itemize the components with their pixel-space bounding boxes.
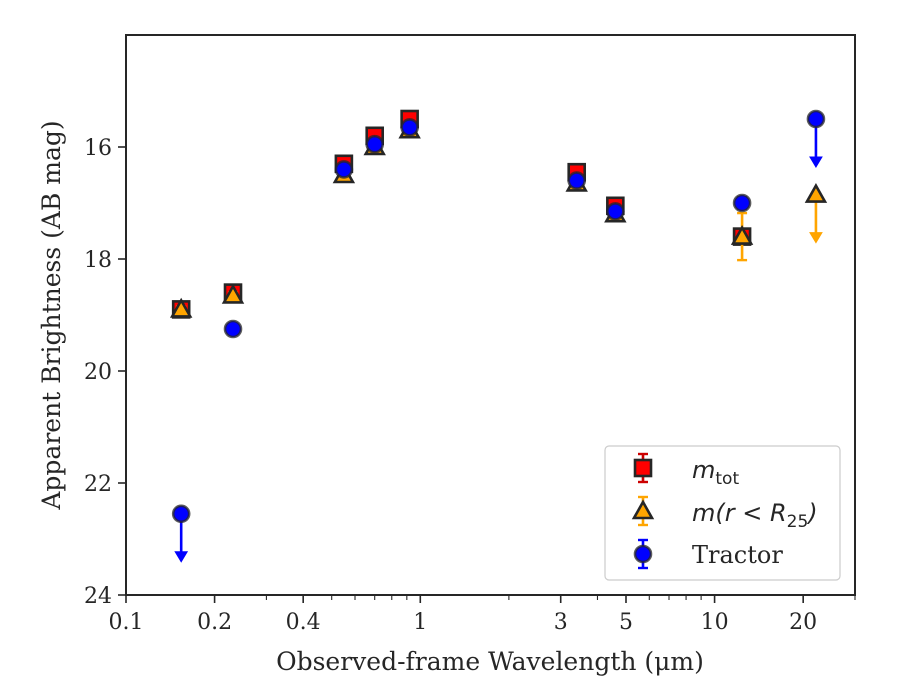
x-tick-label: 0.4 bbox=[286, 610, 321, 635]
marker-circle bbox=[223, 319, 243, 339]
x-tick-label: 0.1 bbox=[109, 610, 144, 635]
data-point bbox=[804, 182, 828, 244]
axis-ticks: 0.1 0.2 0.4 1 3 5 10 20 16 18 20 22 24 bbox=[84, 136, 856, 635]
legend: mtot m(r < R25) Tractor bbox=[604, 445, 841, 581]
marker-circle bbox=[732, 193, 752, 213]
data-point bbox=[806, 109, 826, 168]
marker-circle bbox=[567, 171, 587, 190]
y-tick-label: 18 bbox=[84, 248, 112, 273]
plot-frame bbox=[125, 34, 856, 596]
marker-circle bbox=[171, 504, 191, 524]
legend-entry-tractor: Tractor bbox=[633, 538, 783, 570]
y-tick-label: 22 bbox=[84, 472, 112, 497]
marker-triangle bbox=[730, 224, 754, 245]
x-axis-label: Observed-frame Wavelength (μm) bbox=[276, 647, 704, 676]
series-square bbox=[171, 109, 752, 319]
data-point bbox=[221, 283, 245, 304]
x-tick-label: 5 bbox=[619, 610, 633, 635]
marker-triangle bbox=[804, 182, 828, 203]
marker-triangle bbox=[631, 499, 655, 520]
marker-circle bbox=[806, 109, 826, 129]
legend-box bbox=[604, 445, 841, 581]
legend-marker-circle bbox=[633, 538, 653, 570]
y-tick-label: 20 bbox=[84, 360, 112, 385]
data-point bbox=[334, 160, 354, 179]
y-tick-label: 16 bbox=[84, 136, 112, 161]
y-tick-label: 24 bbox=[84, 584, 112, 609]
data-point bbox=[730, 211, 754, 262]
marker-triangle bbox=[221, 283, 245, 304]
legend-marker-square bbox=[633, 452, 653, 484]
upper-limit-arrowhead bbox=[174, 551, 189, 563]
upper-limit-arrowhead bbox=[809, 232, 823, 244]
marker-circle bbox=[365, 134, 385, 154]
marker-circle bbox=[400, 118, 419, 137]
y-axis-label: Apparent Brightness (AB mag) bbox=[37, 120, 66, 510]
data-point bbox=[365, 134, 385, 154]
marker-triangle bbox=[169, 297, 193, 318]
marker-circle bbox=[633, 544, 653, 564]
x-tick-label: 1 bbox=[413, 610, 427, 635]
upper-limit-arrowhead bbox=[809, 156, 823, 168]
data-point bbox=[169, 297, 193, 318]
legend-label-m-r25: m(r < R25) bbox=[692, 499, 818, 532]
x-tick-label: 0.2 bbox=[197, 610, 232, 635]
x-tick-label: 3 bbox=[554, 610, 568, 635]
series-triangle bbox=[169, 118, 828, 318]
legend-entry-mtot: mtot bbox=[633, 452, 739, 489]
data-points bbox=[169, 109, 828, 563]
marker-circle bbox=[334, 160, 354, 179]
data-point bbox=[223, 319, 243, 339]
data-point bbox=[732, 193, 752, 213]
data-point bbox=[606, 202, 625, 221]
data-point bbox=[567, 171, 587, 190]
series-circle bbox=[171, 109, 826, 563]
x-tick-label: 10 bbox=[701, 610, 729, 635]
legend-label-mtot: mtot bbox=[692, 456, 739, 489]
x-tick-label: 20 bbox=[789, 610, 817, 635]
data-point bbox=[400, 118, 419, 137]
legend-label-tractor: Tractor bbox=[692, 541, 783, 569]
legend-marker-triangle bbox=[631, 495, 655, 527]
legend-entry-m-r25: m(r < R25) bbox=[631, 495, 818, 532]
marker-square bbox=[633, 458, 653, 478]
data-point bbox=[171, 504, 191, 563]
marker-circle bbox=[606, 202, 625, 221]
